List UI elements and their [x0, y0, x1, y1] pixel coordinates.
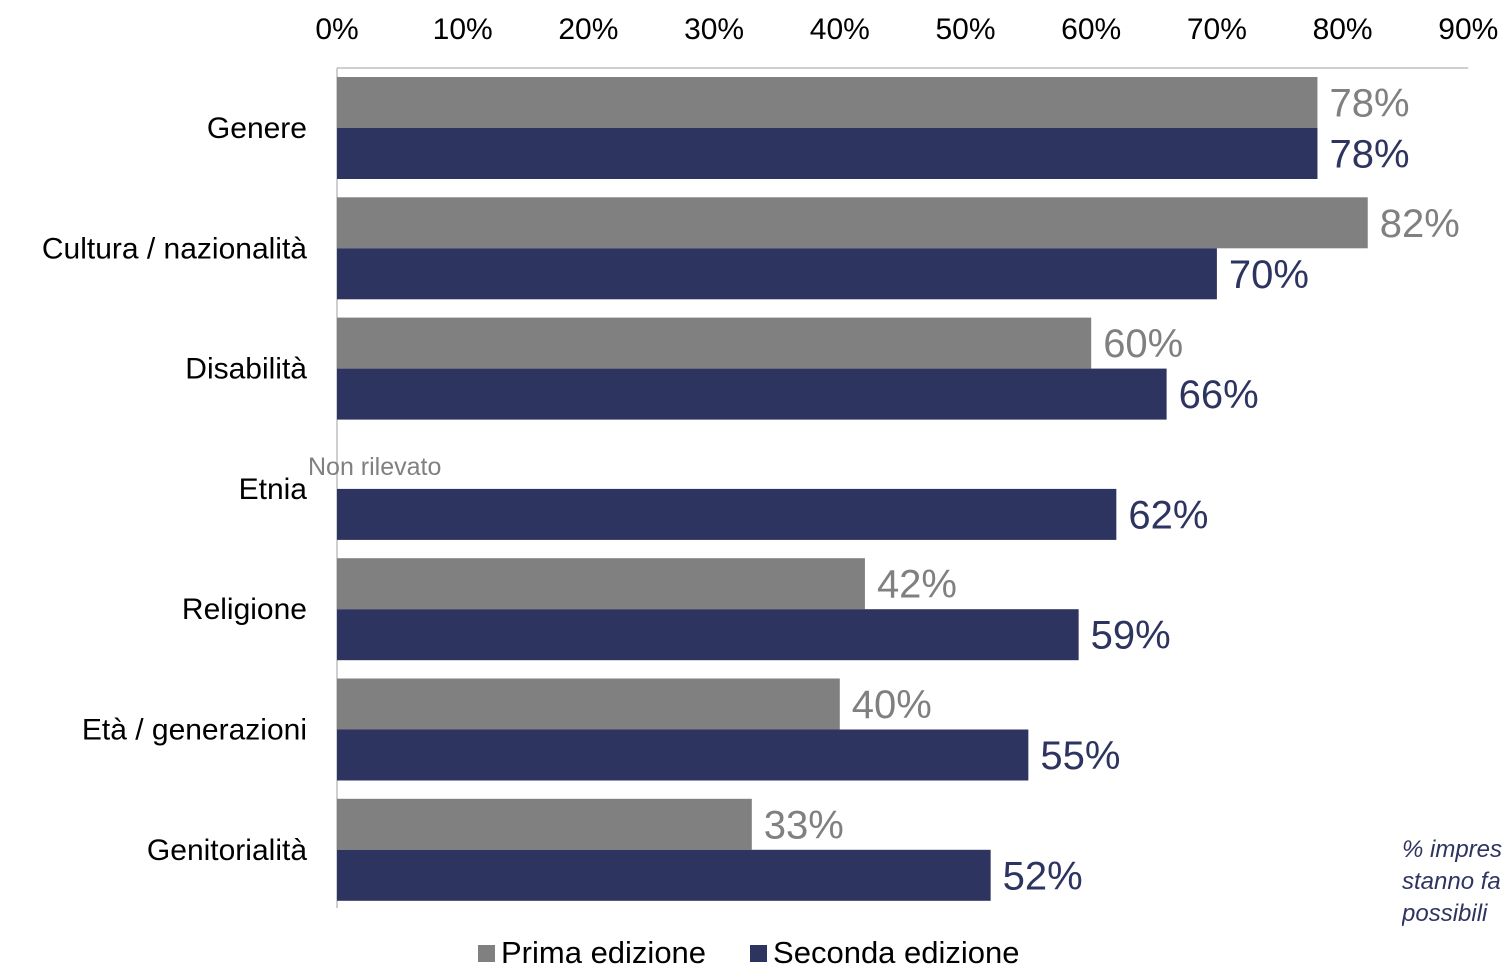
x-tick-label: 0% [315, 13, 358, 46]
x-tick-label: 30% [684, 13, 744, 46]
legend-label-prima: Prima edizione [501, 935, 707, 970]
bar-prima-edizione-disabilit [337, 317, 1092, 369]
legend-item-seconda: Seconda edizione [750, 935, 1020, 971]
x-tick-label: 80% [1313, 13, 1373, 46]
bar-prima-edizione-cultura-nazionalit [337, 197, 1368, 249]
legend-swatch-prima [478, 944, 495, 962]
side-note: % impres stanno fa possibili [1402, 834, 1504, 930]
category-label-genere: Genere [207, 112, 307, 145]
value-label-seconda-edizione-religione: 59% [1091, 614, 1171, 658]
value-label-prima-edizione-et-generazioni: 40% [852, 683, 932, 727]
value-label-seconda-edizione-cultura-nazionalit: 70% [1229, 253, 1309, 297]
side-note-line-2: stanno fa [1402, 868, 1501, 895]
value-label-prima-edizione-disabilit: 60% [1103, 322, 1183, 366]
legend-swatch-seconda [750, 944, 768, 962]
bar-prima-edizione-genere [337, 77, 1318, 128]
value-label-seconda-edizione-etnia: 62% [1128, 493, 1208, 537]
category-label-et-generazioni: Età / generazioni [82, 714, 307, 747]
bar-chart: 0% 10% 20% 30% 40% 50% 60% 70% 80% 90% Genere 78% 7… [42, 13, 1498, 908]
value-label-seconda-edizione-genitorialit: 52% [1003, 854, 1083, 898]
value-label-seconda-edizione-genere: 78% [1329, 133, 1409, 177]
x-tick-label: 20% [558, 13, 618, 46]
bar-seconda-edizione-disabilit [337, 368, 1167, 420]
bar-seconda-edizione-religione [337, 609, 1079, 661]
value-label-seconda-edizione-et-generazioni: 55% [1040, 734, 1120, 778]
legend-label-seconda: Seconda edizione [773, 935, 1020, 970]
legend: Prima edizione Seconda edizione [478, 935, 1064, 971]
x-tick-label: 10% [433, 13, 493, 46]
bar-seconda-edizione-etnia [337, 488, 1117, 540]
labels-group: Genere 78% 78% Cultura / nazionalità 82% 70% D… [42, 82, 1460, 899]
bar-seconda-edizione-genitorialit [337, 849, 991, 901]
bar-seconda-edizione-genere [337, 128, 1318, 179]
value-label-seconda-edizione-disabilit: 66% [1179, 373, 1259, 417]
missing-value-label: Non rilevato [308, 453, 441, 481]
x-tick-label: 90% [1438, 13, 1498, 46]
category-label-religione: Religione [182, 593, 307, 626]
bar-seconda-edizione-et-generazioni [337, 729, 1029, 781]
value-label-prima-edizione-genere: 78% [1329, 82, 1409, 126]
category-label-genitorialit: Genitorialità [147, 834, 307, 867]
x-axis-ticks: 0% 10% 20% 30% 40% 50% 60% 70% 80% 90% [315, 13, 1498, 46]
category-label-etnia: Etnia [239, 473, 308, 506]
category-label-disabilit: Disabilità [185, 353, 307, 386]
category-label-cultura-nazionalit: Cultura / nazionalità [42, 232, 307, 265]
x-tick-label: 40% [810, 13, 870, 46]
bar-prima-edizione-religione [337, 558, 865, 610]
side-note-line-3: possibili [1402, 900, 1488, 927]
side-note-line-1: % impres [1402, 836, 1503, 863]
bars-group [337, 77, 1368, 901]
x-tick-label: 60% [1061, 13, 1121, 46]
value-label-prima-edizione-religione: 42% [877, 563, 957, 607]
value-label-prima-edizione-cultura-nazionalit: 82% [1380, 202, 1460, 246]
x-tick-label: 70% [1187, 13, 1247, 46]
bar-prima-edizione-et-generazioni [337, 678, 840, 730]
legend-item-prima: Prima edizione [478, 935, 706, 971]
value-label-prima-edizione-genitorialit: 33% [764, 803, 844, 847]
x-tick-label: 50% [935, 13, 995, 46]
bar-prima-edizione-genitorialit [337, 798, 752, 850]
bar-seconda-edizione-cultura-nazionalit [337, 248, 1217, 300]
